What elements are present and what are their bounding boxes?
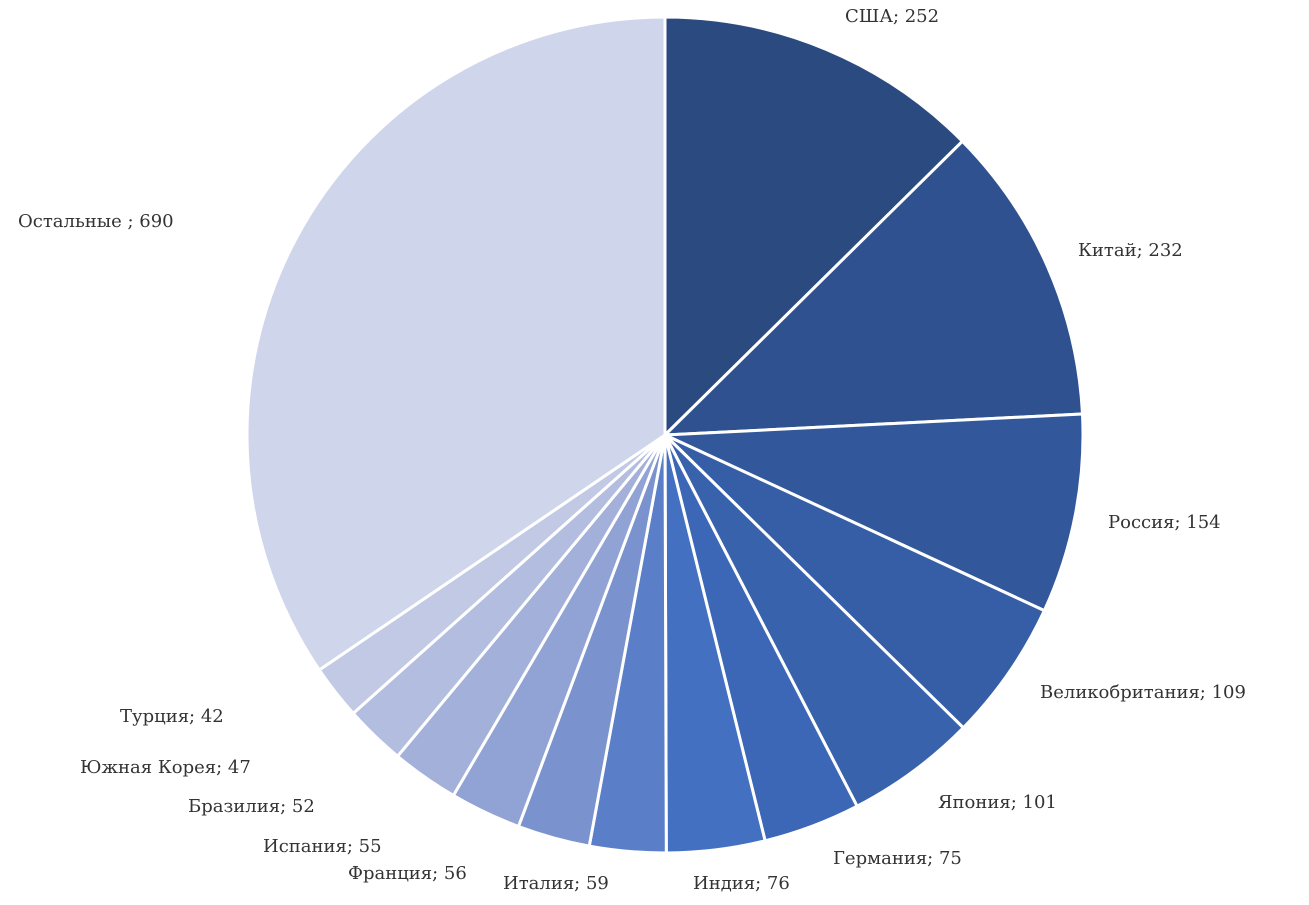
data-label: Остальные ; 690 (18, 211, 174, 232)
pie-slice (663, 15, 965, 439)
data-label: США; 252 (845, 6, 939, 27)
data-label: Россия; 154 (1108, 512, 1221, 533)
pie-slice (664, 412, 1085, 613)
data-label: Бразилия; 52 (188, 796, 315, 817)
pie-slice (661, 139, 1085, 437)
data-label: Япония; 101 (938, 792, 1057, 813)
data-label: Великобритания; 109 (1040, 682, 1246, 703)
data-label: Южная Корея; 47 (80, 757, 251, 778)
data-label: Китай; 232 (1078, 240, 1183, 261)
data-label: Индия; 76 (693, 873, 790, 894)
data-label: Франция; 56 (348, 863, 467, 884)
data-label: Италия; 59 (503, 873, 609, 894)
data-label: Турция; 42 (120, 706, 224, 727)
data-label: Испания; 55 (263, 836, 382, 857)
data-label: Германия; 75 (833, 848, 962, 869)
pie-slice (663, 433, 1047, 730)
pie-slice (245, 15, 667, 673)
